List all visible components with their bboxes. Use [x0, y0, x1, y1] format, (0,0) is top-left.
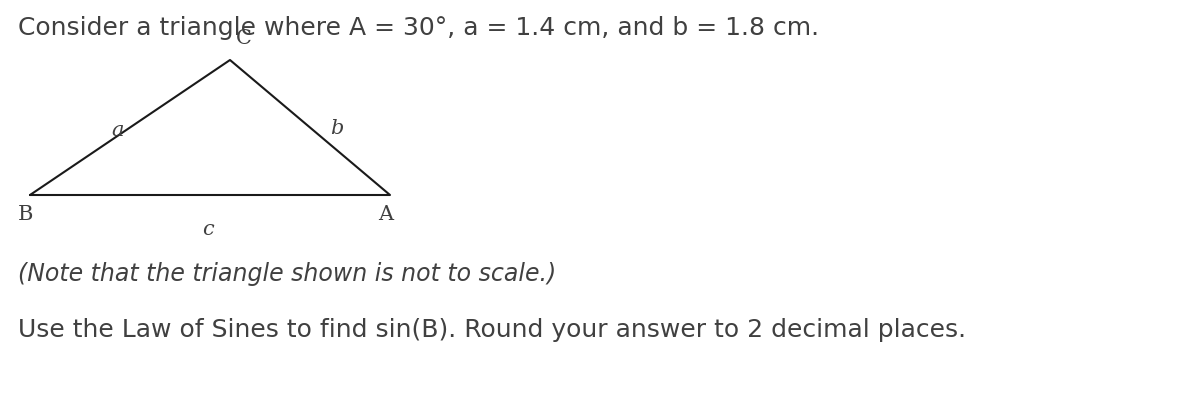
Text: C: C: [236, 29, 252, 48]
Text: Use the Law of Sines to find sin(B). Round your answer to 2 decimal places.: Use the Law of Sines to find sin(B). Rou…: [18, 318, 966, 342]
Text: B: B: [18, 205, 34, 224]
Text: b: b: [330, 118, 343, 137]
Text: a: a: [112, 120, 125, 139]
Text: A: A: [378, 205, 394, 224]
Text: (Note that the triangle shown is not to scale.): (Note that the triangle shown is not to …: [18, 262, 557, 286]
Text: c: c: [202, 220, 214, 239]
Text: Consider a triangle where A = 30°, a = 1.4 cm, and b = 1.8 cm.: Consider a triangle where A = 30°, a = 1…: [18, 16, 820, 40]
